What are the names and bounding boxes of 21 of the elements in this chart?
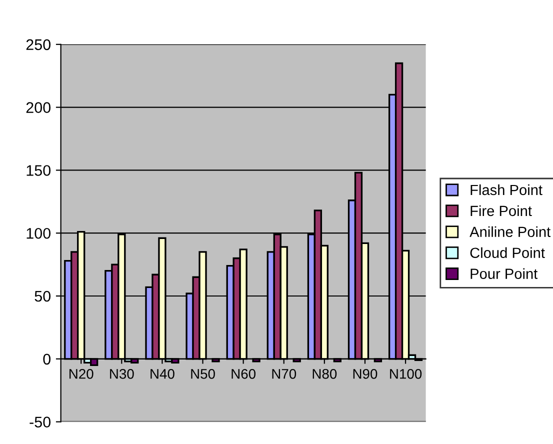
legend-label: Pour Point — [470, 268, 538, 279]
x-tick-label: N20 — [70, 368, 94, 379]
x-tick-label: N90 — [353, 368, 378, 379]
y-tick-label: 100 — [26, 228, 51, 239]
y-tick-label: 200 — [26, 102, 51, 113]
y-tick-label: 50 — [34, 290, 51, 302]
y-tick-label: -50 — [30, 416, 51, 428]
x-tick-label: N60 — [232, 368, 256, 379]
legend-label: Cloud Point — [470, 247, 545, 258]
x-tick-label: N50 — [191, 368, 215, 379]
x-tick-label: N30 — [110, 368, 134, 379]
x-tick-label: N100 — [390, 368, 422, 379]
x-tick-label: N80 — [312, 368, 337, 379]
legend-label: Aniline Point — [470, 226, 551, 238]
y-tick-label: 150 — [26, 165, 51, 176]
legend-label: Fire Point — [470, 205, 532, 216]
y-tick-label: 0 — [43, 354, 51, 365]
y-tick-label: 250 — [26, 39, 51, 50]
legend-label: Flash Point — [470, 184, 542, 196]
x-tick-label: N70 — [272, 368, 296, 379]
x-tick-label: N40 — [150, 368, 174, 379]
